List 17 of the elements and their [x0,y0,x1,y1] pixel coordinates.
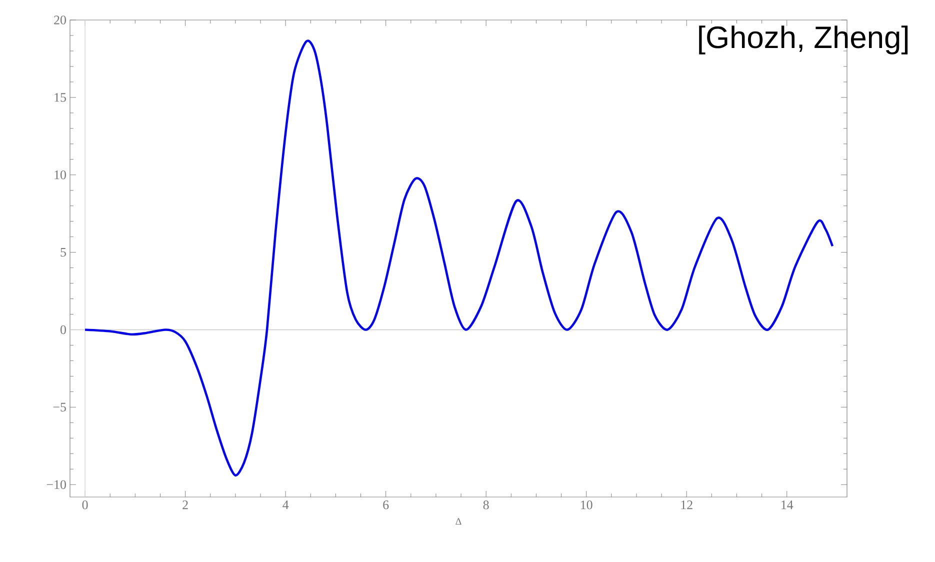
y-tick-label: 10 [54,170,66,180]
x-axis-title: Δ [456,518,462,525]
y-tick-label: 5 [60,248,66,257]
x-tick-label: 0 [82,500,88,510]
y-tick-label: −5 [53,402,66,412]
annotation: [Ghozh, Zheng] [699,26,908,54]
x-tick-label: 6 [383,500,389,510]
x-tick-label: 14 [782,500,794,510]
y-tick-label: 20 [54,16,66,24]
x-tick-label: 2 [182,500,188,510]
y-tick-label: 0 [60,325,66,334]
x-tick-label: 8 [483,500,489,510]
y-tick-label: 15 [54,93,66,102]
y-tick-label: −10 [46,480,66,489]
x-tick-label: 10 [581,500,592,510]
x-tick-label: 12 [681,500,692,510]
x-tick-label: 4 [282,500,289,510]
